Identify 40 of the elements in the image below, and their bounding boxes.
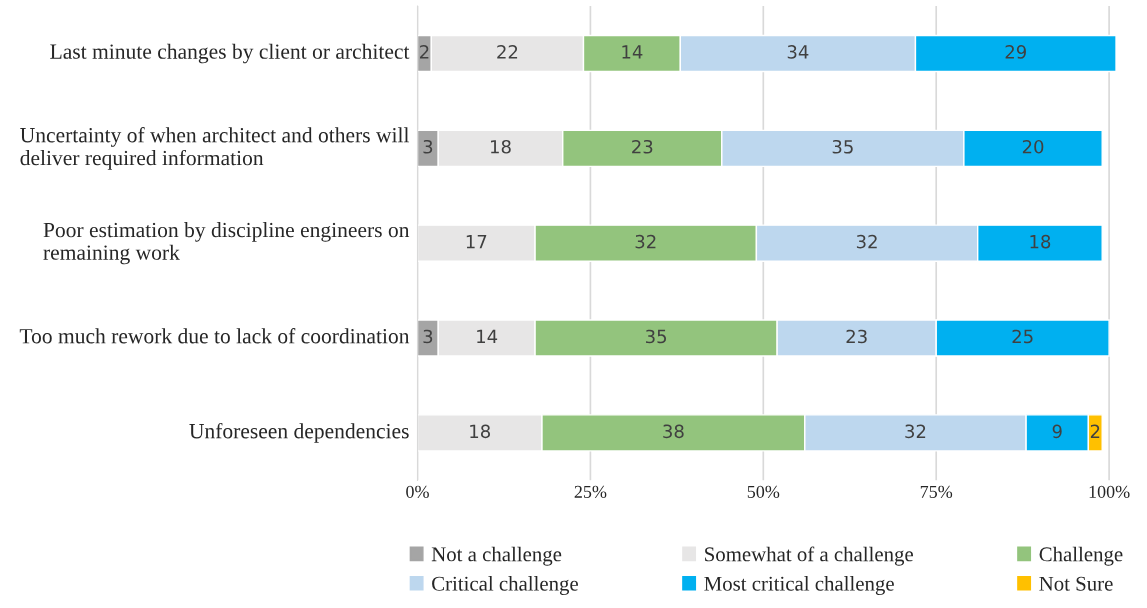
data-label: 3 [423,139,433,154]
legend-label: Not Sure [1039,576,1113,591]
data-label: 38 [663,424,684,439]
data-label: 32 [856,234,877,249]
data-label: 29 [1005,45,1026,59]
y-tick-label: Too much rework due to lack of coordination [19,328,410,344]
x-tick-label: 50% [747,485,780,498]
data-label: 18 [1030,234,1051,249]
x-tick-label: 75% [920,485,953,498]
x-tick-label: 100% [1089,485,1130,498]
data-label: 18 [470,424,490,439]
data-label: 35 [646,329,667,344]
data-label: 32 [905,424,926,439]
data-label: 3 [423,329,433,344]
data-label: 9 [1052,424,1062,439]
data-label: 18 [491,139,511,154]
data-label: 2 [1090,424,1100,438]
y-tick-label: Poor estimation by discipline engineers on remaining work [43,222,410,265]
x-tick-label: 25% [574,485,607,498]
data-label: 34 [787,45,809,59]
data-label: 22 [497,45,518,59]
legend-label: Most critical challenge [704,576,894,596]
data-label: 14 [477,329,498,344]
legend-label: Challenge [1039,546,1123,566]
y-tick-label: Unforeseen dependencies [189,423,409,443]
data-label: 25 [1012,329,1033,344]
x-tick-label: 0% [406,485,429,498]
legend-label: Somewhat of a challenge [705,546,913,566]
legend-label: Not a challenge [431,546,562,566]
data-label: 32 [635,234,656,249]
data-label: 2 [420,45,429,59]
data-label: 17 [466,235,487,249]
data-label: 14 [622,45,643,59]
data-label: 35 [832,139,853,154]
legend-label: Critical challenge [432,576,578,596]
y-tick-label: Last minute changes by client or architect [50,43,410,64]
y-tick-label: Uncertainty of when architect and others will deliver required information [20,127,410,170]
data-label: 20 [1022,139,1044,154]
data-label: 23 [846,329,867,344]
data-label: 23 [632,139,653,154]
